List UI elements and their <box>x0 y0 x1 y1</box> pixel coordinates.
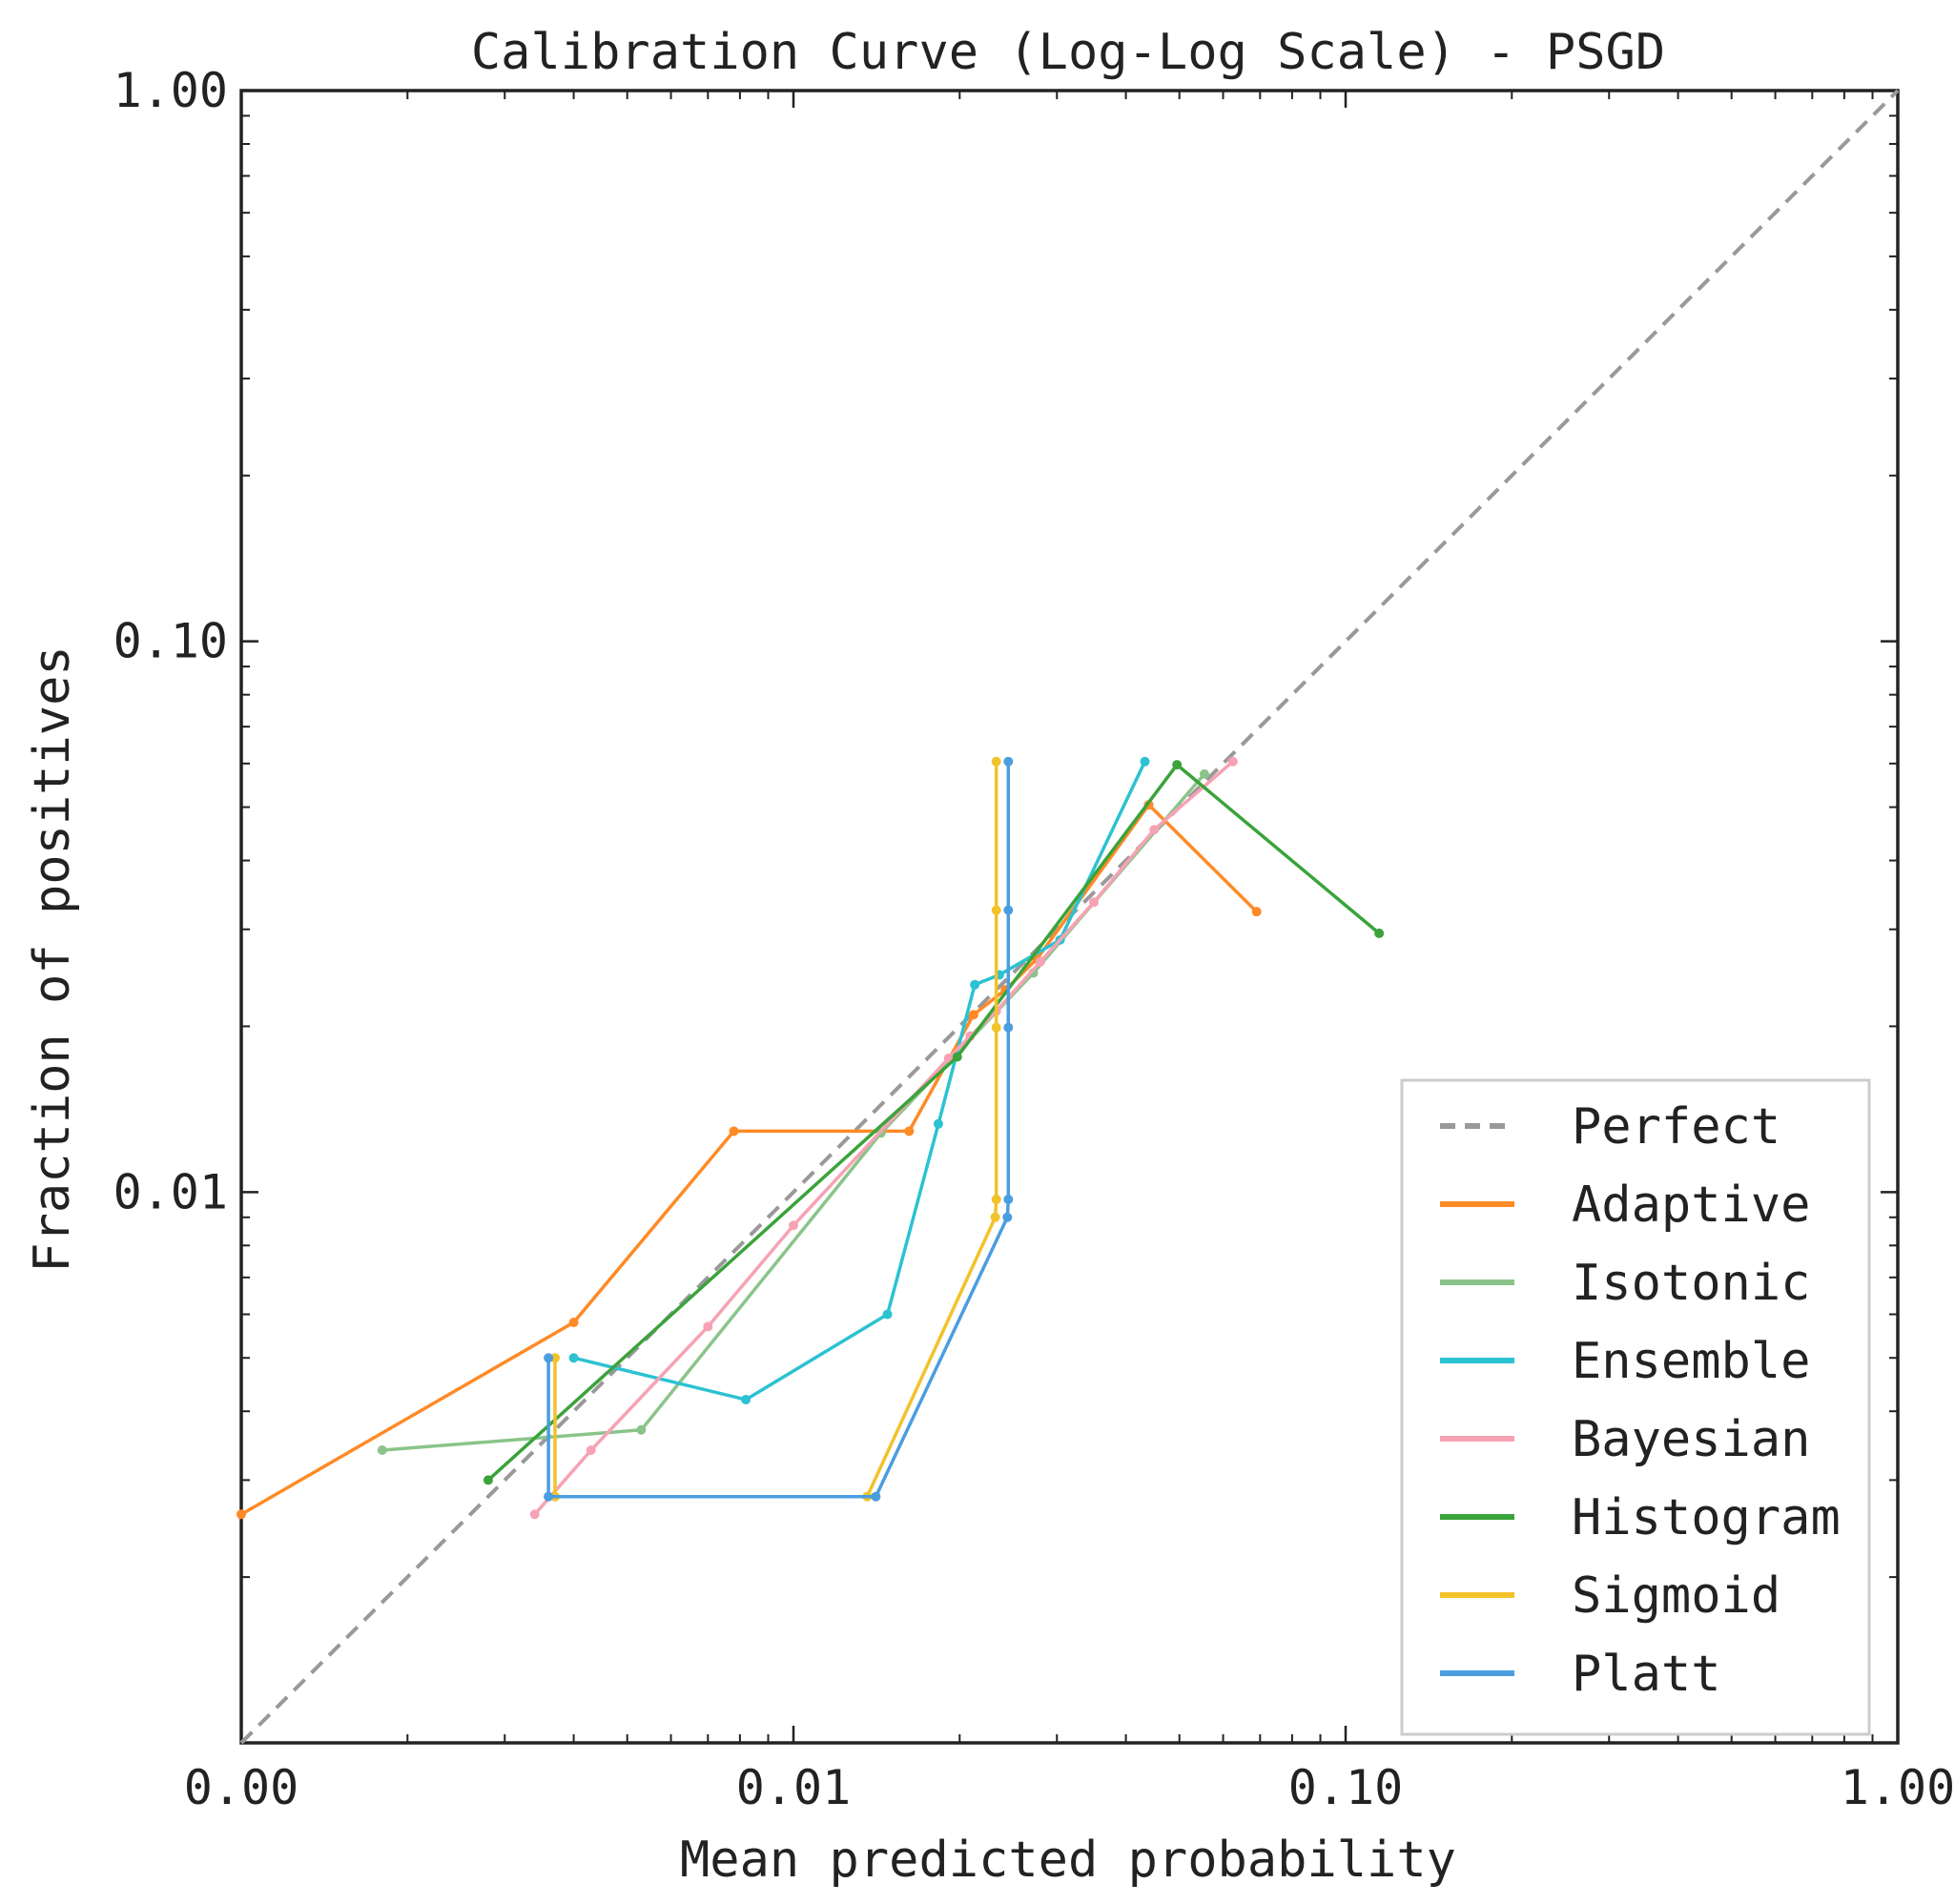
platt-point <box>1003 1194 1014 1204</box>
histogram-point <box>483 1475 493 1485</box>
ensemble-point <box>568 1353 579 1363</box>
adaptive-point <box>1251 907 1262 917</box>
series-adaptive <box>237 800 1262 1520</box>
ensemble-point <box>741 1394 751 1404</box>
legend-label-bayesian: Bayesian <box>1572 1411 1810 1468</box>
histogram-line <box>486 763 1381 1482</box>
adaptive-point <box>904 1126 915 1136</box>
ensemble-point <box>882 1309 893 1320</box>
x-tick-label: 0.01 <box>736 1760 851 1815</box>
legend-label-adaptive: Adaptive <box>1572 1177 1810 1234</box>
legend-box <box>1400 1078 1871 1736</box>
platt-point <box>544 1353 554 1363</box>
bayesian-point <box>703 1321 713 1332</box>
y-tick-label: 0.01 <box>113 1164 228 1219</box>
sigmoid-point <box>991 1022 1001 1033</box>
y-tick-label: 1.00 <box>113 63 228 118</box>
y-axis-label: Fraction of positives <box>24 645 81 1272</box>
x-axis-label: Mean predicted probability <box>680 1832 1456 1889</box>
series-layer <box>237 756 1385 1520</box>
adaptive-point <box>568 1317 579 1327</box>
minor-ticks <box>241 91 1898 1743</box>
isotonic-point <box>636 1424 647 1435</box>
tick-labels: 0.00 0.01 0.10 1.00 0.01 0.10 1.00 <box>113 63 1955 1815</box>
series-platt <box>544 756 1014 1502</box>
platt-point <box>544 1491 554 1502</box>
platt-point <box>1002 1212 1013 1222</box>
histogram-point <box>1374 928 1385 938</box>
x-tick-label: 0.10 <box>1288 1760 1403 1815</box>
legend-label-ensemble: Ensemble <box>1572 1333 1810 1390</box>
platt-point <box>1003 905 1014 915</box>
x-tick-label: 0.00 <box>184 1760 298 1815</box>
chart-title: Calibration Curve (Log-Log Scale) - PSGD <box>471 24 1665 81</box>
isotonic-point <box>377 1444 387 1455</box>
bayesian-point <box>529 1509 540 1520</box>
sigmoid-point <box>991 905 1001 915</box>
legend: Perfect Adaptive Isotonic Ensemble Bayesian H… <box>1400 1078 1871 1736</box>
legend-label-sigmoid: Sigmoid <box>1572 1567 1780 1625</box>
sigmoid-point <box>990 1212 1000 1222</box>
bayesian-point <box>1089 897 1100 908</box>
legend-label-isotonic: Isotonic <box>1572 1255 1810 1312</box>
adaptive-point <box>968 1010 978 1020</box>
series-bayesian <box>529 756 1238 1520</box>
bayesian-point <box>586 1444 596 1455</box>
sigmoid-point <box>991 756 1001 767</box>
legend-label-perfect: Perfect <box>1572 1098 1780 1156</box>
isotonic-point <box>1199 768 1209 779</box>
sigmoid-point <box>549 1353 560 1363</box>
x-tick-label: 1.00 <box>1841 1760 1955 1815</box>
ensemble-point <box>1140 756 1150 767</box>
bayesian-point <box>789 1220 798 1231</box>
bayesian-point <box>1227 756 1238 767</box>
histogram-point <box>952 1052 962 1062</box>
y-tick-label: 0.10 <box>113 614 228 669</box>
legend-label-histogram: Histogram <box>1572 1489 1841 1546</box>
adaptive-point <box>729 1126 739 1136</box>
platt-point <box>1003 756 1014 767</box>
ensemble-point <box>970 979 980 990</box>
platt-line <box>546 761 1011 1499</box>
series-histogram <box>483 760 1385 1485</box>
bayesian-point <box>1035 956 1045 967</box>
adaptive-point <box>237 1509 246 1520</box>
platt-point <box>1003 1022 1014 1033</box>
bayesian-point <box>1149 825 1160 835</box>
sigmoid-point <box>991 1194 1001 1204</box>
histogram-point <box>1172 760 1183 770</box>
ensemble-point <box>933 1118 943 1129</box>
platt-point <box>871 1491 881 1502</box>
legend-label-platt: Platt <box>1572 1646 1721 1703</box>
major-ticks <box>239 89 1900 1743</box>
